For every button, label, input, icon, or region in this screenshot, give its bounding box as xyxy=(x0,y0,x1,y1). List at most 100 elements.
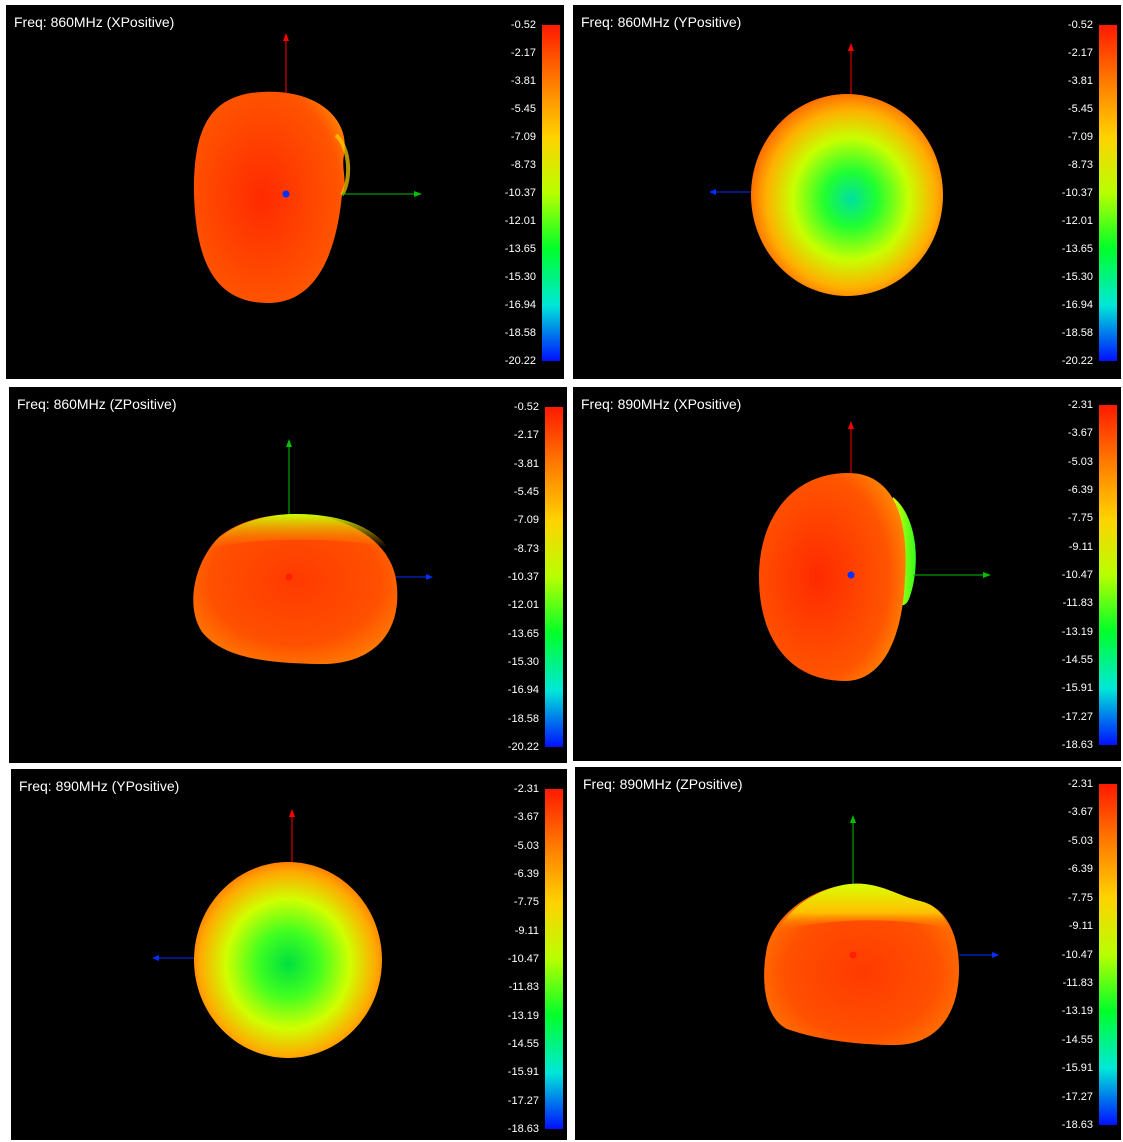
colorbar-tick: -5.45 xyxy=(510,103,536,115)
colorbar-tick: -2.17 xyxy=(510,47,536,59)
colorbar-tick: -20.22 xyxy=(507,741,539,753)
colorbar-tick: -14.55 xyxy=(1061,654,1093,666)
colorbar-tick: -9.11 xyxy=(1068,920,1093,932)
colorbar-tick: -10.47 xyxy=(507,953,539,965)
colorbar-tick: -20.22 xyxy=(504,355,536,367)
colorbar-tick: -14.55 xyxy=(507,1038,539,1050)
panel-title: Freq: 860MHz (ZPositive) xyxy=(17,396,177,412)
colorbar-tick: -8.73 xyxy=(513,543,539,555)
colorbar-tick: -7.09 xyxy=(513,514,539,526)
radiation-lobe xyxy=(193,513,398,665)
colorbar-tick: -3.67 xyxy=(513,811,539,823)
colorbar-tick: -15.91 xyxy=(1061,682,1093,694)
colorbar-tick: -14.55 xyxy=(1061,1034,1093,1046)
radiation-pattern-plot xyxy=(193,439,433,665)
panel-title: Freq: 860MHz (YPositive) xyxy=(581,14,742,30)
colorbar-gradient xyxy=(1099,405,1117,745)
colorbar-tick: -16.94 xyxy=(507,684,539,696)
colorbar-tick: -15.30 xyxy=(504,271,536,283)
y-axis-arrow xyxy=(414,191,422,197)
panel-title: Freq: 890MHz (ZPositive) xyxy=(583,776,743,792)
colorbar-tick: -7.09 xyxy=(1067,131,1093,143)
radiation-lobe xyxy=(194,862,382,1058)
radiation-pattern-plot xyxy=(152,809,382,1058)
colorbar-tick: -3.67 xyxy=(1067,806,1093,818)
panel-title: Freq: 890MHz (YPositive) xyxy=(19,778,180,794)
colorbar-tick: -0.52 xyxy=(513,401,539,413)
panel-890-zpositive: Freq: 890MHz (ZPositive) -2.31 -3.67 -5.… xyxy=(573,765,1123,1142)
radiation-lobe xyxy=(759,473,906,681)
y-axis-arrow xyxy=(850,815,856,823)
x-axis-arrow xyxy=(152,955,159,961)
colorbar-tick: -6.39 xyxy=(1067,863,1093,875)
colorbar-tick: -18.63 xyxy=(507,1123,539,1135)
colorbar-tick: -7.09 xyxy=(510,131,536,143)
z-axis-arrow xyxy=(283,33,289,41)
colorbar-tick: -15.91 xyxy=(507,1066,539,1078)
colorbar-tick: -11.83 xyxy=(508,981,539,993)
colorbar-tick: -17.27 xyxy=(1061,711,1093,723)
x-axis-arrow xyxy=(992,952,999,958)
colorbar-tick: -20.22 xyxy=(1061,355,1093,367)
colorbar: -0.52 -2.17 -3.81 -5.45 -7.09 -8.73 -10.… xyxy=(507,387,567,763)
colorbar-tick: -3.81 xyxy=(510,75,536,87)
colorbar-tick: -12.01 xyxy=(504,215,536,227)
colorbar-tick: -10.37 xyxy=(507,571,539,583)
colorbar-tick: -7.75 xyxy=(1067,512,1093,524)
colorbar-tick: -2.31 xyxy=(1067,778,1093,790)
colorbar-tick: -0.52 xyxy=(1067,19,1093,31)
colorbar-gradient xyxy=(545,789,563,1129)
colorbar-tick: -12.01 xyxy=(1061,215,1093,227)
z-axis-arrow xyxy=(848,421,854,429)
colorbar-tick: -8.73 xyxy=(1067,159,1093,171)
radiation-pattern-plot xyxy=(764,815,999,1045)
colorbar-tick: -8.73 xyxy=(510,159,536,171)
colorbar: -2.31 -3.67 -5.03 -6.39 -7.75 -9.11 -10.… xyxy=(507,769,567,1140)
panel-title: Freq: 890MHz (XPositive) xyxy=(581,396,742,412)
origin-marker xyxy=(285,573,293,581)
panel-title: Freq: 860MHz (XPositive) xyxy=(14,14,175,30)
colorbar-tick: -2.31 xyxy=(513,783,539,795)
colorbar-gradient xyxy=(1099,784,1117,1125)
panel-860-ypositive: Freq: 860MHz (YPositive) -0.52 -2.17 -3.… xyxy=(571,3,1123,381)
radiation-pattern-plot xyxy=(709,43,943,296)
colorbar-tick: -13.65 xyxy=(507,628,539,640)
colorbar-tick: -6.39 xyxy=(513,868,539,880)
colorbar-tick: -6.39 xyxy=(1067,484,1093,496)
radiation-pattern-plot xyxy=(193,33,422,304)
colorbar-tick: -16.94 xyxy=(504,299,536,311)
lobe-top-highlight xyxy=(209,513,387,549)
colorbar-tick: -5.45 xyxy=(1067,103,1093,115)
colorbar-tick: -16.94 xyxy=(1061,299,1093,311)
origin-marker xyxy=(849,951,857,959)
y-axis-arrow xyxy=(983,572,991,578)
colorbar-tick: -15.30 xyxy=(507,656,539,668)
colorbar-tick: -11.83 xyxy=(1062,977,1093,989)
colorbar-tick: -3.67 xyxy=(1067,427,1093,439)
origin-marker xyxy=(282,190,290,198)
colorbar-tick: -15.30 xyxy=(1061,271,1093,283)
colorbar-tick: -2.17 xyxy=(513,429,539,441)
y-axis-arrow xyxy=(286,439,292,447)
colorbar-tick: -9.11 xyxy=(514,925,539,937)
z-axis-arrow xyxy=(848,43,854,51)
colorbar-tick: -3.81 xyxy=(1067,75,1093,87)
colorbar-tick: -15.91 xyxy=(1061,1062,1093,1074)
colorbar-tick: -0.52 xyxy=(510,19,536,31)
panel-860-xpositive: Freq: 860MHz (XPositive) -0.52 -2.17 -3.… xyxy=(4,3,566,381)
colorbar-tick: -5.03 xyxy=(513,840,539,852)
colorbar-tick: -5.45 xyxy=(513,486,539,498)
radiation-lobe xyxy=(751,94,943,296)
x-axis-arrow xyxy=(426,574,433,580)
colorbar-tick: -7.75 xyxy=(1067,892,1093,904)
z-axis-arrow xyxy=(289,809,295,817)
colorbar-tick: -18.63 xyxy=(1061,1119,1093,1131)
panel-890-xpositive: Freq: 890MHz (XPositive) -2.31 -3.67 -5.… xyxy=(571,385,1123,763)
colorbar-tick: -17.27 xyxy=(1061,1091,1093,1103)
colorbar: -2.31 -3.67 -5.03 -6.39 -7.75 -9.11 -10.… xyxy=(1061,387,1121,761)
panel-860-zpositive: Freq: 860MHz (ZPositive) -0.52 -2.17 -3.… xyxy=(7,385,569,765)
colorbar-tick: -11.83 xyxy=(1062,597,1093,609)
colorbar-tick: -10.37 xyxy=(1061,187,1093,199)
colorbar: -2.31 -3.67 -5.03 -6.39 -7.75 -9.11 -10.… xyxy=(1061,767,1121,1140)
colorbar-tick: -5.03 xyxy=(1067,456,1093,468)
